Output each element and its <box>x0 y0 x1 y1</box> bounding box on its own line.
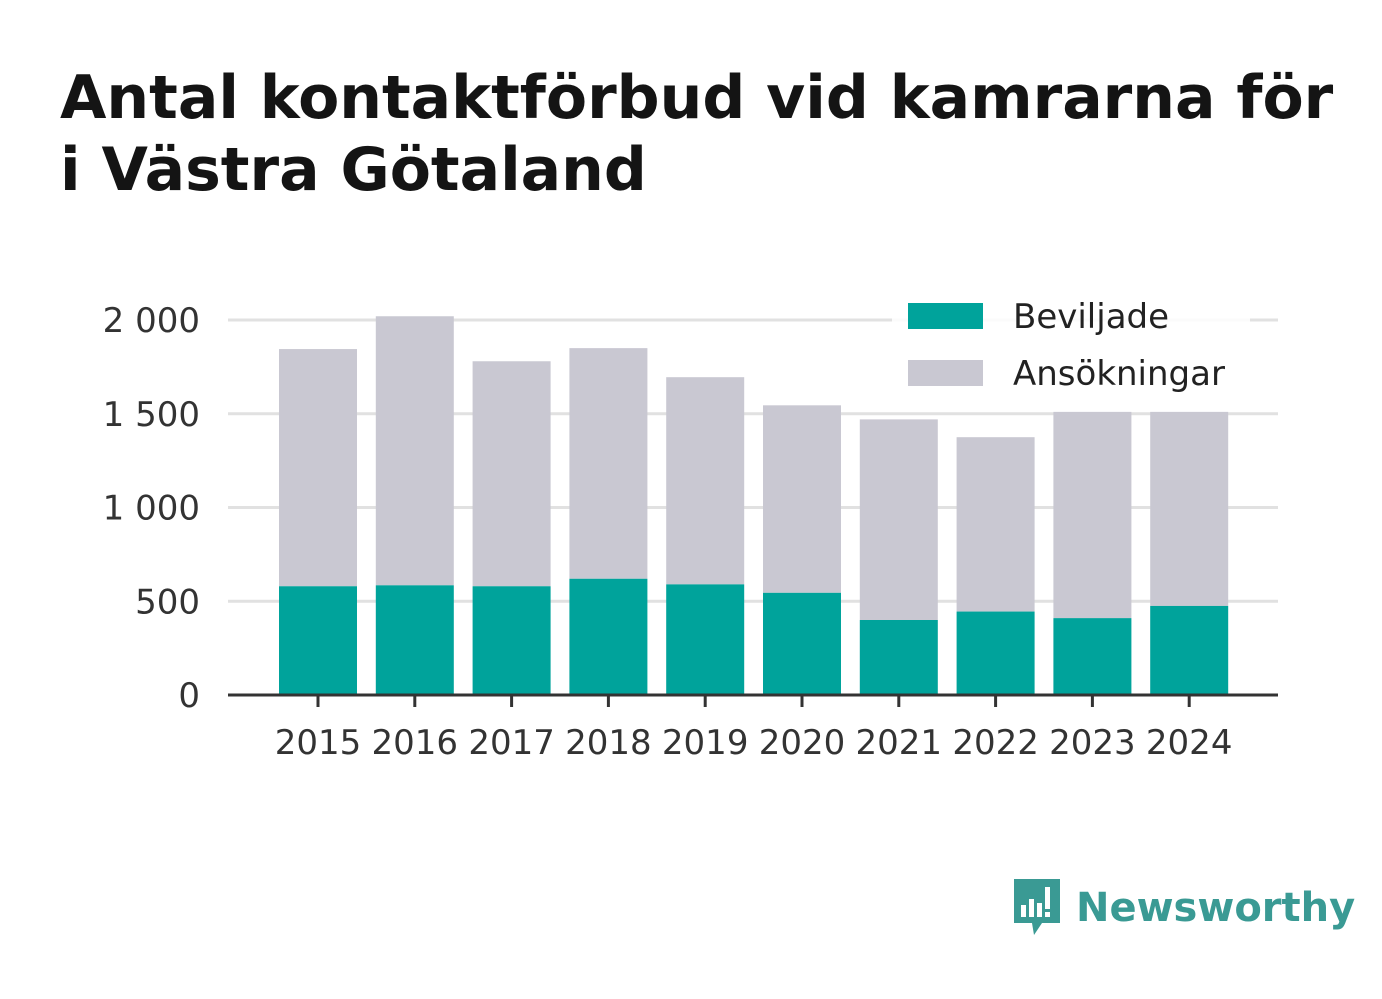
bar-beviljade-2015 <box>279 586 357 695</box>
y-axis: 0 500 1 000 1 500 2 000 <box>103 301 200 716</box>
y-tick-label: 2 000 <box>103 301 200 341</box>
y-tick-label: 1 500 <box>103 395 200 435</box>
x-tick-label: 2015 <box>275 723 362 763</box>
legend-swatch-2 <box>908 360 983 386</box>
bar-ansokningar-2022 <box>956 437 1035 612</box>
legend: Beviljade Ansökningar <box>892 292 1250 408</box>
x-tick-label: 2021 <box>856 723 943 763</box>
x-tick-label: 2019 <box>662 723 749 763</box>
legend-swatch-1 <box>908 303 983 329</box>
x-axis <box>228 693 1278 707</box>
x-tick-label: 2016 <box>372 723 459 763</box>
x-tick-label: 2023 <box>1049 723 1136 763</box>
y-tick-label: 1 000 <box>103 489 200 529</box>
bar-beviljade-2017 <box>472 586 551 695</box>
legend-label-2: Ansökningar <box>1013 354 1225 394</box>
bar-ansokningar-2023 <box>1053 411 1132 619</box>
bar-beviljade-2023 <box>1053 618 1132 695</box>
x-tick-label: 2024 <box>1146 723 1233 763</box>
bar-beviljade-2024 <box>1150 605 1229 695</box>
bar-ansokningar-2017 <box>472 361 551 587</box>
bar-ansokningar-2019 <box>666 377 745 585</box>
x-tick-label: 2018 <box>565 723 652 763</box>
bar-ansokningar-2020 <box>763 405 841 593</box>
x-tick-labels: 2015 2016 2017 2018 2019 2020 2021 2022 2023 2024 <box>275 723 1233 763</box>
bar-beviljade-2020 <box>763 592 841 695</box>
bar-beviljade-2022 <box>956 611 1035 695</box>
bar-ansokningar-2021 <box>859 419 938 620</box>
chart-title: Antal kontaktförbud vid kamrarna för i V… <box>60 63 1334 205</box>
bar-beviljade-2016 <box>375 585 454 695</box>
bar-ansokningar-2015 <box>279 349 357 587</box>
y-tick-label: 0 <box>178 676 200 716</box>
newsworthy-logo-icon <box>1014 879 1060 935</box>
y-tick-label: 500 <box>135 582 200 622</box>
bar-beviljade-2019 <box>666 584 745 695</box>
bar-ansokningar-2018 <box>569 348 648 579</box>
bar-beviljade-2018 <box>569 578 648 695</box>
x-tick-label: 2020 <box>759 723 846 763</box>
legend-label-1: Beviljade <box>1013 297 1169 337</box>
bar-ansokningar-2016 <box>375 316 454 586</box>
bar-ansokningar-2024 <box>1150 411 1229 606</box>
brand-logo: Newsworthy <box>1010 876 1355 940</box>
bar-beviljade-2021 <box>859 620 938 695</box>
x-tick-label: 2017 <box>468 723 555 763</box>
brand-name: Newsworthy <box>1076 885 1356 931</box>
x-tick-label: 2022 <box>952 723 1039 763</box>
bars <box>279 316 1229 695</box>
